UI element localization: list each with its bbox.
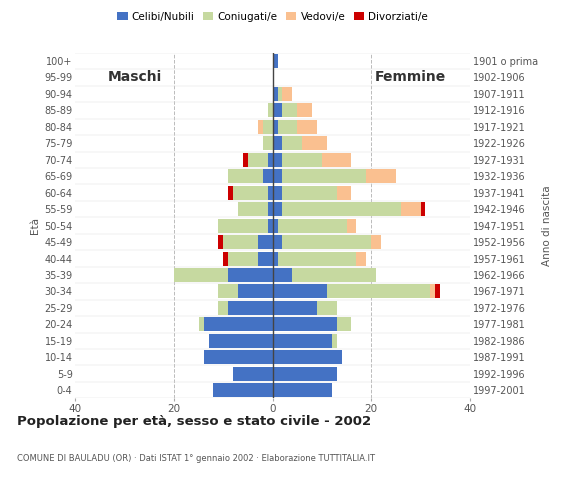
Bar: [268, 153, 273, 167]
Text: Maschi: Maschi: [107, 71, 162, 84]
Bar: [268, 103, 273, 118]
Bar: [278, 120, 297, 134]
Bar: [420, 202, 426, 216]
Bar: [282, 136, 302, 150]
Bar: [258, 252, 273, 265]
Bar: [273, 350, 342, 364]
Bar: [204, 317, 273, 331]
Bar: [229, 301, 273, 315]
Bar: [204, 350, 273, 364]
Bar: [248, 153, 268, 167]
Y-axis label: Anno di nascita: Anno di nascita: [542, 185, 552, 266]
Bar: [263, 120, 273, 134]
Bar: [218, 301, 229, 315]
Bar: [278, 218, 347, 233]
Text: Popolazione per età, sesso e stato civile - 2002: Popolazione per età, sesso e stato civil…: [17, 415, 372, 428]
Bar: [273, 235, 282, 249]
Bar: [337, 186, 351, 200]
Bar: [268, 202, 273, 216]
Bar: [174, 268, 229, 282]
Bar: [430, 285, 435, 299]
Bar: [273, 186, 282, 200]
Bar: [401, 202, 420, 216]
Legend: Celibi/Nubili, Coniugati/e, Vedovi/e, Divorziati/e: Celibi/Nubili, Coniugati/e, Vedovi/e, Di…: [113, 8, 432, 26]
Bar: [278, 252, 356, 265]
Bar: [258, 235, 273, 249]
Text: COMUNE DI BAULADU (OR) · Dati ISTAT 1° gennaio 2002 · Elaborazione TUTTITALIA.IT: COMUNE DI BAULADU (OR) · Dati ISTAT 1° g…: [17, 454, 375, 463]
Bar: [213, 383, 273, 397]
Bar: [327, 285, 430, 299]
Bar: [229, 252, 258, 265]
Bar: [263, 169, 273, 183]
Bar: [233, 186, 268, 200]
Bar: [273, 285, 327, 299]
Bar: [282, 87, 292, 101]
Bar: [297, 120, 317, 134]
Bar: [198, 317, 204, 331]
Bar: [367, 169, 396, 183]
Bar: [282, 202, 401, 216]
Bar: [337, 317, 351, 331]
Bar: [229, 186, 233, 200]
Bar: [282, 103, 298, 118]
Bar: [233, 367, 273, 381]
Bar: [273, 202, 282, 216]
Bar: [273, 153, 282, 167]
Bar: [332, 334, 336, 348]
Bar: [273, 367, 337, 381]
Bar: [371, 235, 381, 249]
Bar: [223, 235, 258, 249]
Bar: [268, 186, 273, 200]
Bar: [238, 285, 273, 299]
Bar: [273, 301, 317, 315]
Bar: [282, 153, 322, 167]
Bar: [322, 153, 351, 167]
Bar: [347, 218, 356, 233]
Bar: [273, 103, 282, 118]
Bar: [273, 120, 278, 134]
Bar: [282, 169, 367, 183]
Bar: [356, 252, 367, 265]
Bar: [278, 87, 282, 101]
Bar: [273, 54, 278, 68]
Bar: [218, 235, 223, 249]
Bar: [297, 103, 312, 118]
Bar: [273, 334, 332, 348]
Bar: [282, 186, 337, 200]
Bar: [229, 268, 273, 282]
Bar: [218, 218, 268, 233]
Bar: [273, 136, 282, 150]
Bar: [273, 252, 278, 265]
Bar: [317, 301, 337, 315]
Bar: [223, 252, 229, 265]
Bar: [273, 218, 278, 233]
Bar: [258, 120, 263, 134]
Bar: [263, 136, 273, 150]
Bar: [302, 136, 327, 150]
Bar: [273, 383, 332, 397]
Bar: [209, 334, 273, 348]
Bar: [273, 317, 337, 331]
Bar: [292, 268, 376, 282]
Bar: [435, 285, 440, 299]
Bar: [273, 169, 282, 183]
Bar: [282, 235, 371, 249]
Bar: [243, 153, 248, 167]
Bar: [219, 285, 238, 299]
Bar: [238, 202, 268, 216]
Bar: [229, 169, 263, 183]
Y-axis label: Età: Età: [30, 217, 40, 234]
Bar: [273, 268, 292, 282]
Bar: [273, 87, 278, 101]
Text: Femmine: Femmine: [375, 71, 446, 84]
Bar: [268, 218, 273, 233]
